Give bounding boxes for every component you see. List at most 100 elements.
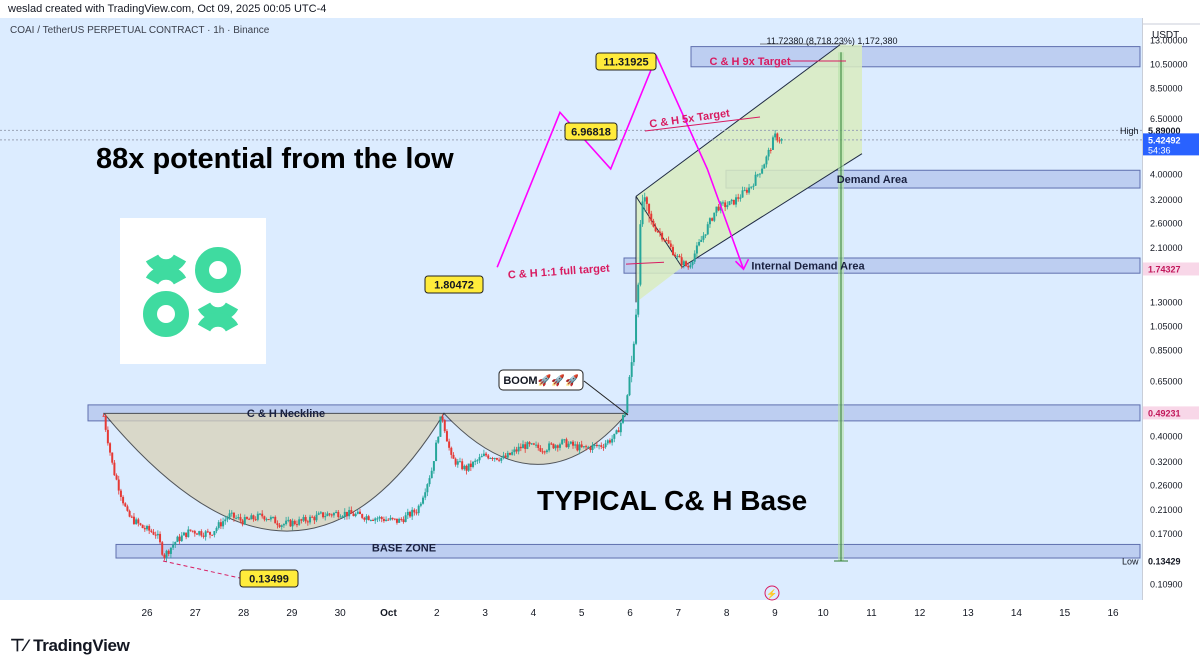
badge-internal: 1.74327: [1148, 264, 1181, 274]
badge-last: 5.42492: [1148, 135, 1181, 145]
badge-low: 0.13429: [1148, 556, 1181, 566]
candle: [728, 201, 731, 206]
time-tick-label: 2: [434, 608, 440, 619]
candle: [226, 515, 229, 523]
candle: [363, 516, 366, 522]
candle: [726, 201, 729, 210]
candle: [248, 517, 251, 520]
candle: [630, 355, 633, 383]
candle-body: [702, 235, 705, 240]
price-tick-label: 6.50000: [1150, 114, 1183, 124]
candle: [163, 553, 166, 561]
price-scale[interactable]: [1142, 18, 1200, 600]
candle-body: [563, 439, 566, 441]
candle: [558, 442, 561, 451]
candle: [295, 520, 298, 528]
candle: [698, 238, 701, 247]
candle-body: [169, 547, 172, 554]
tradingview-brand[interactable]: ⊤⁄ TradingView: [10, 636, 130, 656]
candle: [389, 515, 392, 521]
time-tick-label: 16: [1107, 608, 1119, 619]
candle-body: [687, 265, 690, 268]
candle: [406, 508, 409, 520]
candle-body: [413, 509, 416, 513]
candle-body: [448, 441, 451, 448]
candle: [189, 529, 192, 532]
candle: [754, 171, 757, 187]
candle-body: [278, 525, 281, 527]
projection-path: [496, 54, 745, 270]
candle-body: [726, 205, 729, 208]
base-zone: [115, 543, 1141, 559]
candle-body: [165, 550, 168, 558]
candle-body: [532, 443, 535, 445]
candle: [119, 488, 122, 501]
candle-body: [552, 443, 555, 449]
price-tick-label: 0.40000: [1150, 432, 1183, 442]
candle: [628, 374, 631, 397]
callout-t5: 6.96818: [571, 127, 611, 139]
candle: [326, 511, 329, 517]
candle-body: [243, 517, 246, 525]
candle-body: [504, 455, 507, 458]
candle: [617, 427, 620, 433]
candle-body: [313, 517, 316, 521]
candle: [417, 504, 420, 516]
candle-body: [132, 516, 135, 525]
candle: [615, 429, 618, 435]
candle-body: [558, 444, 561, 448]
candle: [741, 186, 744, 198]
candle: [469, 460, 472, 472]
price-tick-label: 10.50000: [1150, 60, 1188, 70]
candle-body: [613, 433, 616, 439]
candle: [702, 232, 705, 243]
candle-body: [139, 523, 142, 525]
candle: [306, 519, 309, 526]
candle: [717, 204, 720, 212]
symbol-title: COAI / TetherUS PERPETUAL CONTRACT · 1h …: [10, 25, 270, 36]
candle: [472, 461, 475, 469]
candle: [745, 187, 748, 195]
candle: [395, 518, 398, 525]
candle-body: [595, 444, 598, 447]
neckline-label: C & H Neckline: [247, 408, 325, 420]
candle: [598, 444, 601, 450]
candle: [448, 438, 451, 451]
candle-body: [737, 197, 740, 199]
candle-body: [265, 519, 268, 521]
candle: [219, 518, 222, 530]
candle-body: [239, 517, 242, 521]
candle: [611, 435, 614, 446]
candle-body: [713, 212, 716, 221]
candle-body: [730, 199, 733, 202]
candle: [502, 451, 505, 460]
candle-body: [217, 522, 220, 528]
candle-body: [319, 512, 322, 514]
time-tick-label: Oct: [380, 608, 397, 619]
candle-body: [556, 445, 559, 448]
candle: [361, 513, 364, 520]
candle: [500, 457, 503, 464]
candle: [572, 440, 575, 449]
candle: [435, 440, 438, 462]
candle-body: [776, 133, 779, 141]
time-tick-label: 12: [914, 608, 926, 619]
candle-body: [382, 519, 385, 522]
candle-body: [356, 511, 359, 514]
candle: [524, 441, 527, 453]
candle-body: [254, 519, 257, 521]
candle: [128, 509, 131, 518]
time-tick-label: 15: [1059, 608, 1071, 619]
candle: [495, 457, 498, 461]
candle-body: [428, 478, 431, 485]
candle-body: [189, 529, 192, 531]
candle-body: [611, 438, 614, 443]
candle-body: [204, 531, 207, 537]
candle: [578, 441, 581, 455]
candle: [348, 506, 351, 520]
candle: [671, 244, 674, 256]
candle: [780, 138, 783, 144]
candle: [508, 452, 511, 456]
time-scale[interactable]: [0, 600, 1142, 625]
candle: [289, 519, 292, 527]
